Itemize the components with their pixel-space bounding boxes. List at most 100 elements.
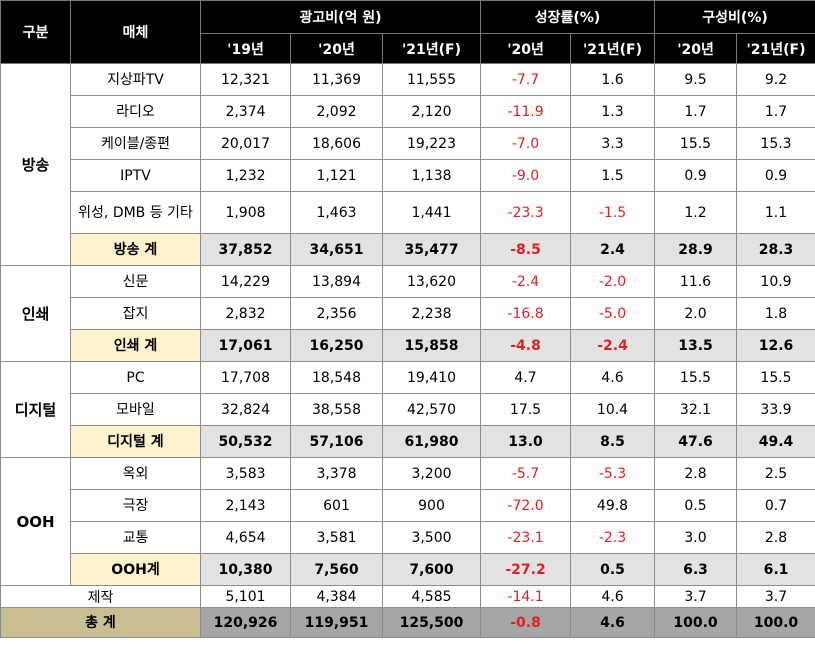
media-cell: 지상파TV [70,63,201,96]
media-cell: IPTV [70,159,201,192]
value-cell: 1,138 [381,159,482,192]
subtotal-label: 인쇄 계 [70,329,201,362]
value-cell: 15.5 [654,361,738,394]
value-cell: 38,558 [290,393,383,426]
value-cell: -5.0 [570,297,656,330]
header-media: 매체 [70,0,201,64]
media-cell: 위성, DMB 등 기타 [70,191,201,234]
value-cell: 100.0 [736,607,815,638]
category-cell: OOH [0,457,71,586]
value-cell: -14.1 [480,585,572,608]
subtotal-row: OOH계 10,380 7,560 7,600 -27.2 0.5 6.3 6.… [1,553,815,586]
value-cell: -4.8 [480,329,572,362]
table-row: 인쇄 신문 14,229 13,894 13,620 -2.4 -2.0 11.… [0,265,815,362]
value-cell: 2,120 [381,95,482,128]
value-cell: 1,232 [200,159,291,192]
value-cell: 28.9 [654,233,738,266]
table-row: OOH 옥외 3,583 3,378 3,200 -5.7 -5.3 2.8 2… [0,457,815,586]
value-cell: -2.3 [570,521,656,554]
table-row: 잡지 2,832 2,356 2,238 -16.8 -5.0 2.0 1.8 [1,297,815,330]
category-cell: 방송 [0,63,71,266]
value-cell: 1.1 [736,191,815,234]
value-cell: 1.7 [736,95,815,128]
value-cell: 11.6 [654,265,738,298]
value-cell: 3.7 [736,585,815,608]
value-cell: 9.5 [654,63,738,96]
header-year: '20년 [480,33,572,64]
value-cell: 14,229 [200,265,291,298]
value-cell: 15.5 [654,127,738,160]
table-row: 모바일 32,824 38,558 42,570 17.5 10.4 32.1 … [1,393,815,426]
value-cell: 4.6 [570,361,656,394]
header-composition: 구성비(%) [654,0,815,34]
value-cell: 37,852 [200,233,291,266]
value-cell: -7.7 [480,63,572,96]
value-cell: 2.8 [654,457,738,490]
value-cell: 2,832 [200,297,291,330]
value-cell: 11,555 [381,63,482,96]
value-cell: 28.3 [736,233,815,266]
value-cell: 3,378 [290,457,383,490]
media-cell: 교통 [70,521,201,554]
subtotal-row: 방송 계 37,852 34,651 35,477 -8.5 2.4 28.9 … [1,233,815,266]
value-cell: 16,250 [290,329,383,362]
production-row: 제작 5,101 4,384 4,585 -14.1 4.6 3.7 3.7 [0,585,815,608]
category-cell: 인쇄 [0,265,71,362]
value-cell: 18,606 [290,127,383,160]
value-cell: 4.6 [570,607,656,638]
value-cell: -23.1 [480,521,572,554]
value-cell: 4.6 [570,585,656,608]
value-cell: 1,908 [200,191,291,234]
header-year: '21년(F) [381,33,482,64]
value-cell: 5,101 [200,585,291,608]
value-cell: 13,620 [381,265,482,298]
header-year: '20년 [290,33,383,64]
table-body: 방송 지상파TV 12,321 11,369 11,555 -7.7 1.6 9… [0,63,815,638]
value-cell: -72.0 [480,489,572,522]
value-cell: 47.6 [654,425,738,458]
value-cell: 11,369 [290,63,383,96]
value-cell: -9.0 [480,159,572,192]
value-cell: 15.5 [736,361,815,394]
table-header: 구분 매체 광고비(억 원) 성장률(%) 구성비(%) '19년 '20년 '… [0,0,815,64]
media-cell: 옥외 [70,457,201,490]
value-cell: 10,380 [200,553,291,586]
media-cell: 잡지 [70,297,201,330]
value-cell: -2.0 [570,265,656,298]
value-cell: 9.2 [736,63,815,96]
value-cell: 8.5 [570,425,656,458]
value-cell: -8.5 [480,233,572,266]
media-cell: 라디오 [70,95,201,128]
value-cell: 2,143 [200,489,291,522]
value-cell: 17,061 [200,329,291,362]
value-cell: 19,223 [381,127,482,160]
subtotal-label: 디지털 계 [70,425,201,458]
media-cell: 신문 [70,265,201,298]
header-growth: 성장률(%) [480,0,656,34]
table-row: 위성, DMB 등 기타 1,908 1,463 1,441 -23.3 -1.… [1,191,815,234]
value-cell: 3,583 [200,457,291,490]
value-cell: 32.1 [654,393,738,426]
table-row: 극장 2,143 601 900 -72.0 49.8 0.5 0.7 [1,489,815,522]
value-cell: 3,581 [290,521,383,554]
value-cell: 12,321 [200,63,291,96]
value-cell: 601 [290,489,383,522]
value-cell: 1.3 [570,95,656,128]
value-cell: 1.7 [654,95,738,128]
value-cell: 2,092 [290,95,383,128]
header-category: 구분 [0,0,71,64]
value-cell: 13.5 [654,329,738,362]
value-cell: -5.7 [480,457,572,490]
value-cell: 4,585 [381,585,482,608]
subtotal-row: 디지털 계 50,532 57,106 61,980 13.0 8.5 47.6… [1,425,815,458]
value-cell: 15,858 [381,329,482,362]
value-cell: -0.8 [480,607,572,638]
subtotal-label: 방송 계 [70,233,201,266]
value-cell: -7.0 [480,127,572,160]
subtotal-row: 인쇄 계 17,061 16,250 15,858 -4.8 -2.4 13.5… [1,329,815,362]
value-cell: 3,500 [381,521,482,554]
value-cell: 1,463 [290,191,383,234]
table-row: IPTV 1,232 1,121 1,138 -9.0 1.5 0.9 0.9 [1,159,815,192]
value-cell: -1.5 [570,191,656,234]
value-cell: 17,708 [200,361,291,394]
